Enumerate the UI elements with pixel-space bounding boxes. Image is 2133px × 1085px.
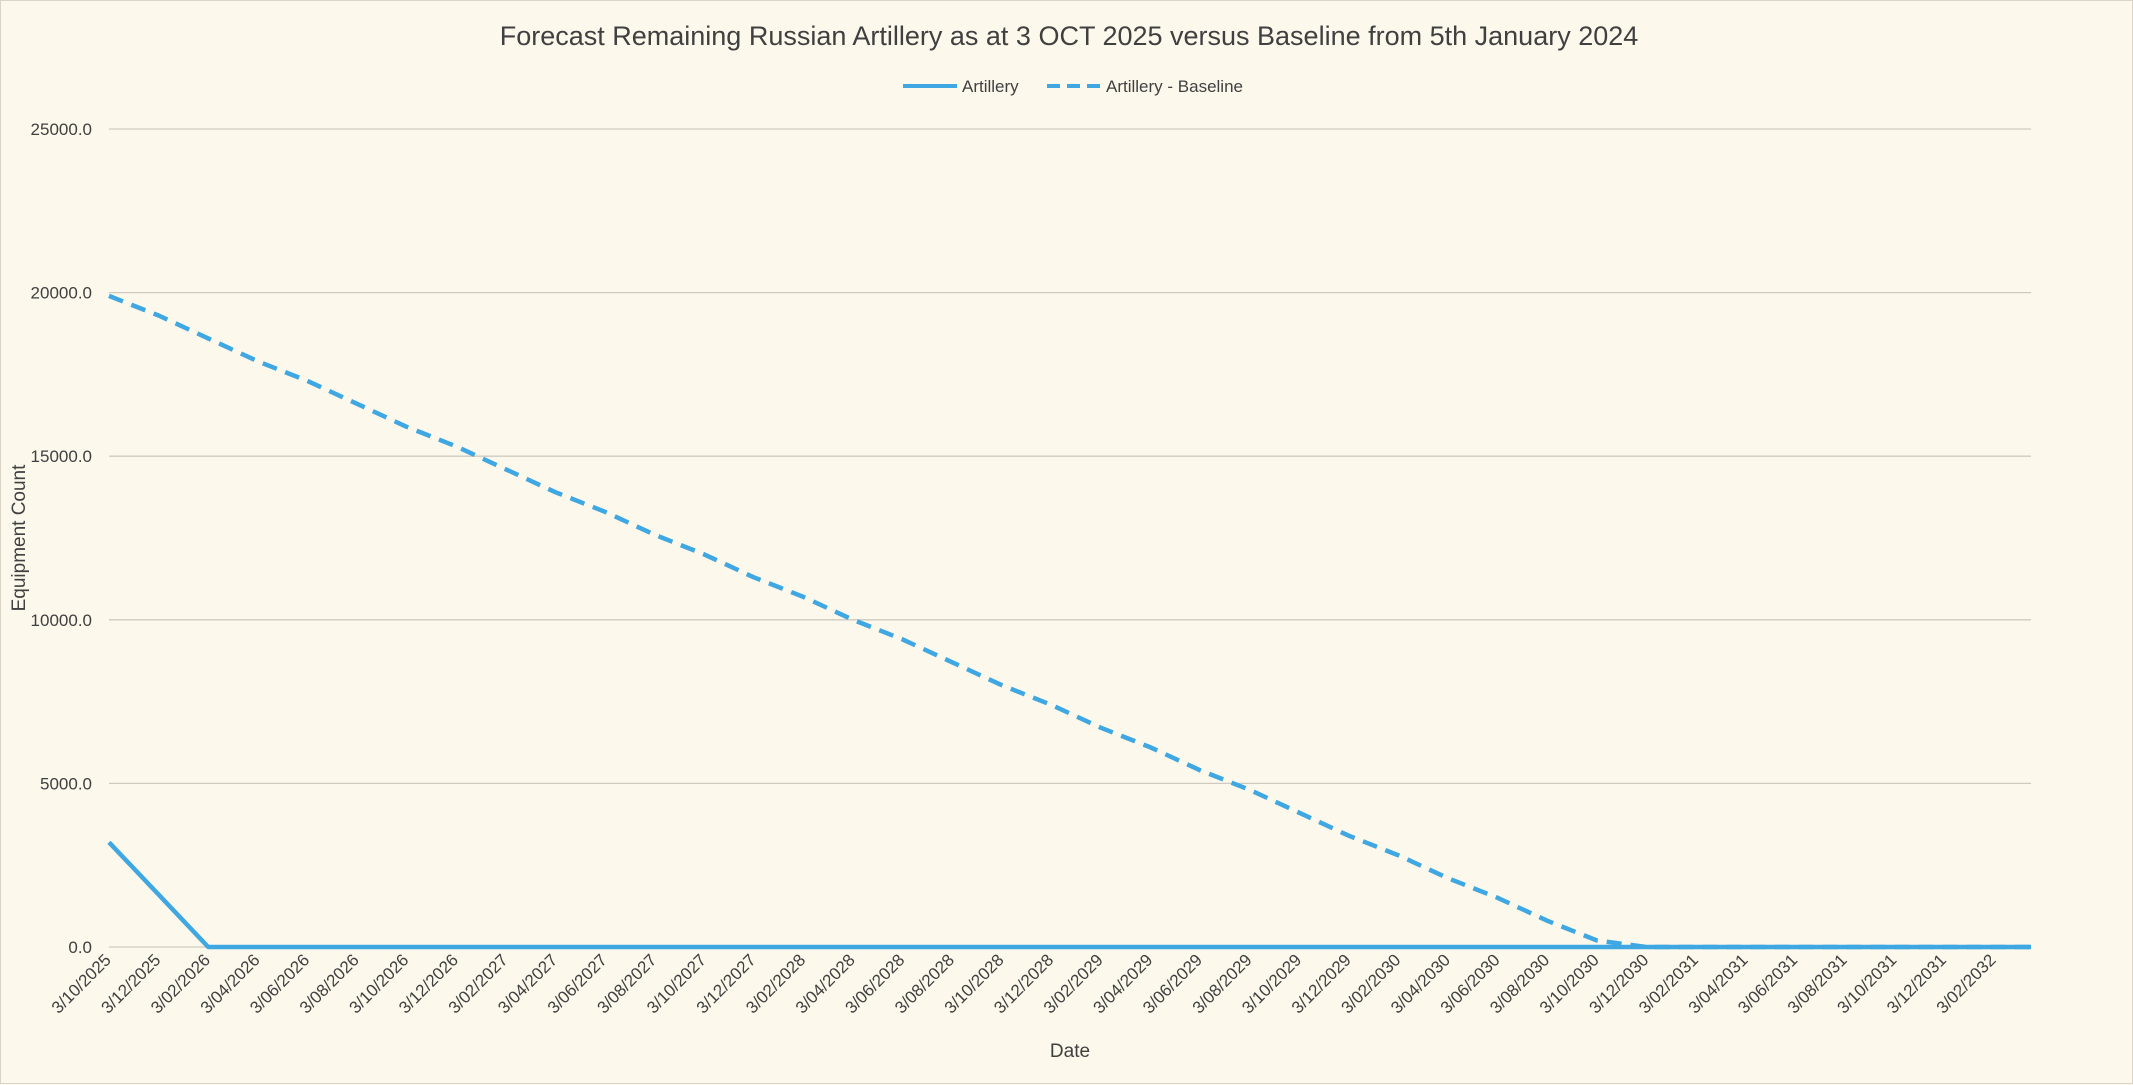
y-tick-label: 20000.0	[31, 284, 92, 303]
y-tick-label: 10000.0	[31, 611, 92, 630]
legend-label-artillery-baseline: Artillery - Baseline	[1106, 77, 1243, 96]
y-axis-label: Equipment Count	[9, 464, 30, 612]
y-axis-ticks: 0.0 5000.0 10000.0 15000.0 20000.0 25000.0	[31, 120, 92, 957]
x-axis-label: Date	[1050, 1041, 1090, 1062]
y-tick-label: 0.0	[68, 938, 92, 957]
legend: Artillery Artillery - Baseline	[903, 77, 1243, 96]
series-lines	[107, 293, 2031, 950]
gridlines	[109, 128, 2031, 948]
series-line-artillery-baseline	[108, 293, 2031, 950]
legend-label-artillery: Artillery	[962, 77, 1019, 96]
y-tick-label: 15000.0	[31, 447, 92, 466]
y-tick-label: 5000.0	[40, 774, 92, 793]
x-axis-ticks: 3/10/20253/12/20253/02/20263/04/20263/06…	[48, 950, 2000, 1017]
y-tick-label: 25000.0	[31, 120, 92, 139]
chart-title: Forecast Remaining Russian Artillery as …	[500, 21, 1639, 51]
series-line-artillery	[107, 840, 2031, 950]
